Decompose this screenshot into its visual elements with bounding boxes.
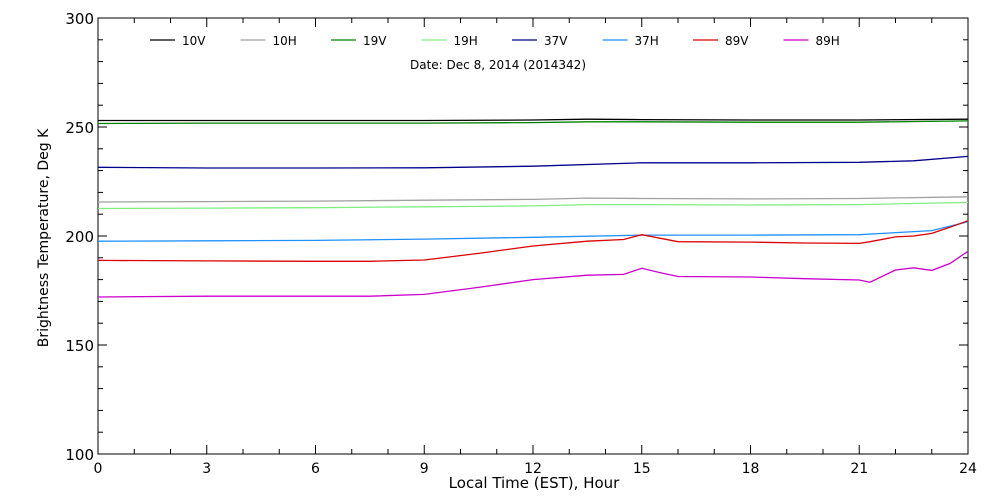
series-line-10v xyxy=(98,118,969,122)
x-tick-label: 0 xyxy=(94,461,103,477)
series-line-19v xyxy=(97,120,969,125)
series-line-19h xyxy=(97,201,969,210)
series-line-89h xyxy=(97,250,969,298)
x-tick-label: 12 xyxy=(524,461,542,477)
legend-label-10h: 10H xyxy=(273,34,297,48)
series-line-37v xyxy=(97,155,969,169)
axis-ticks: 0 3 6 9 12 15 18 21 24 100 150 200 250 300 xyxy=(65,10,977,477)
x-tick-label: 18 xyxy=(742,461,760,477)
y-tick-label: 200 xyxy=(65,228,94,246)
legend-label-89h: 89H xyxy=(816,34,840,48)
chart-title: Date: Dec 8, 2014 (2014342) xyxy=(410,58,586,72)
x-tick-label: 6 xyxy=(311,461,320,477)
y-axis-label: Brightness Temperature, Deg K xyxy=(36,128,52,347)
legend-label-19h: 19H xyxy=(454,34,478,48)
x-tick-label: 21 xyxy=(850,461,868,477)
legend-label-37v: 37V xyxy=(544,34,568,48)
x-axis-label: Local Time (EST), Hour xyxy=(449,474,620,492)
x-tick-label: 15 xyxy=(633,461,651,477)
series-line-10h xyxy=(97,196,969,203)
plot-frame xyxy=(97,17,969,455)
legend-label-89v: 89V xyxy=(725,34,749,48)
x-tick-label: 3 xyxy=(202,461,211,477)
legend-label-37h: 37H xyxy=(635,34,659,48)
y-tick-label: 100 xyxy=(65,446,94,464)
y-tick-label: 150 xyxy=(65,337,94,355)
series-line-89v xyxy=(97,220,969,262)
legend-label-10v: 10V xyxy=(182,34,206,48)
series-line-37h xyxy=(97,221,969,242)
y-tick-label: 250 xyxy=(65,119,94,137)
y-tick-label: 300 xyxy=(65,10,94,28)
x-tick-label: 24 xyxy=(959,461,977,477)
series-lines xyxy=(97,118,969,298)
legend-label-19v: 19V xyxy=(363,34,387,48)
x-tick-label: 9 xyxy=(420,461,429,477)
legend: 10V 10H 19V 19H 37V 37H 89V 89H xyxy=(150,34,840,48)
